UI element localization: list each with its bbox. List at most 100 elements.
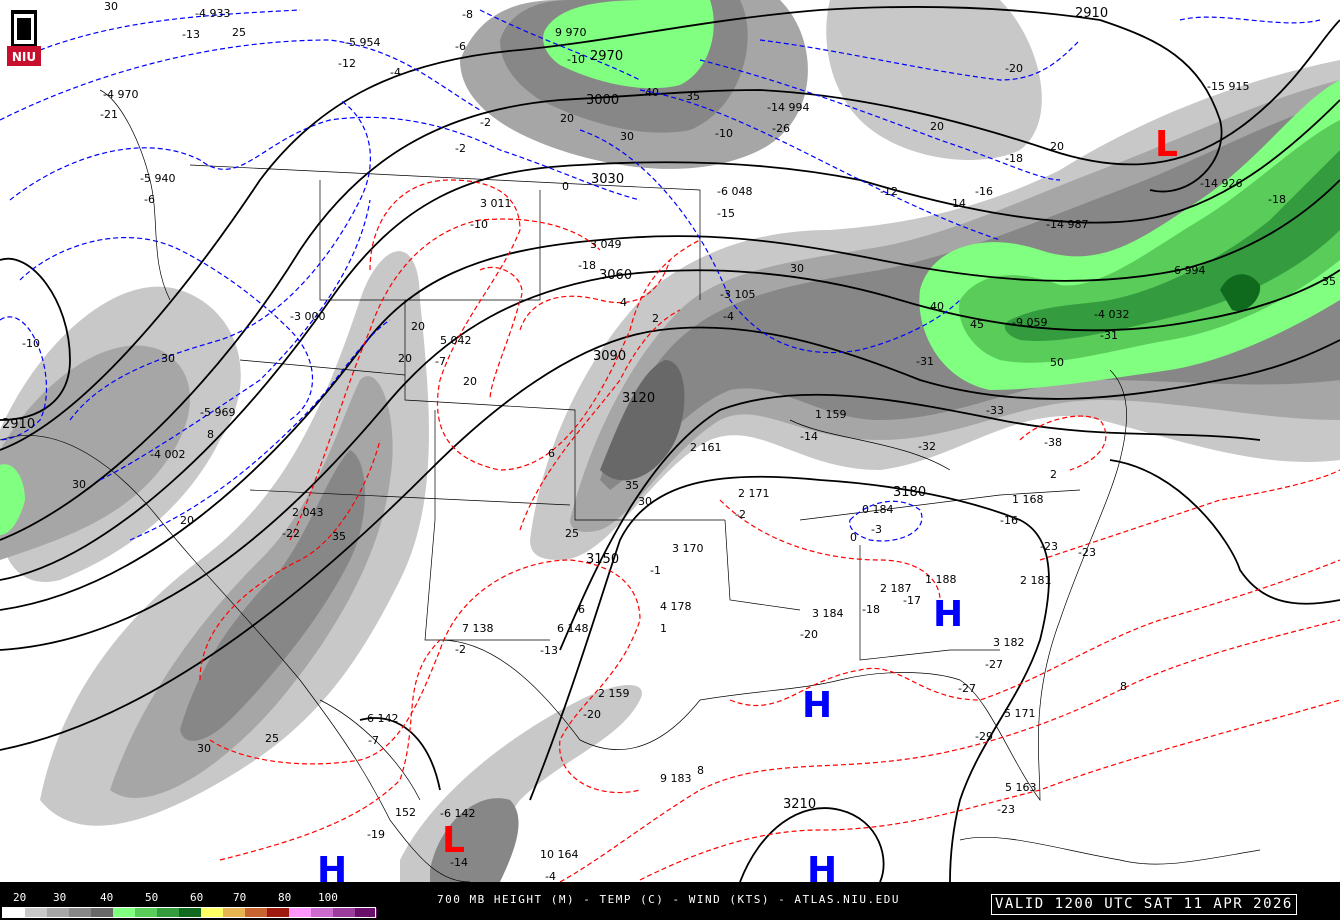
height-contour-label: 3090 bbox=[593, 349, 626, 364]
height-contour-label: 3030 bbox=[591, 172, 624, 187]
height-contours bbox=[0, 6, 1340, 882]
station-value: 1 bbox=[660, 622, 667, 635]
station-value: -10 bbox=[567, 53, 585, 66]
legend-label: 80 bbox=[278, 891, 292, 904]
isotach-label: 30 bbox=[197, 742, 211, 755]
height-contour-label: 2970 bbox=[590, 49, 623, 64]
station-value: -1 bbox=[650, 564, 661, 577]
station-value: -20 bbox=[800, 628, 818, 641]
station-value: 9 183 bbox=[660, 772, 692, 785]
station-value: 152 bbox=[395, 806, 416, 819]
high-pressure-marker: H bbox=[807, 850, 837, 882]
legend-swatch bbox=[157, 908, 179, 918]
height-contour-label: 3000 bbox=[586, 93, 619, 108]
isotach-fill-west bbox=[40, 251, 429, 826]
legend-swatch bbox=[25, 908, 47, 918]
isotach-label: 50 bbox=[1050, 356, 1064, 369]
isotach-fill-green-east3 bbox=[1004, 150, 1340, 341]
isotherm-label: -8 bbox=[462, 8, 473, 21]
isotach-label: 20 bbox=[1050, 140, 1064, 153]
station-value: -13 bbox=[182, 28, 200, 41]
geographic-borders bbox=[0, 89, 1261, 882]
isotherm-label: 2 bbox=[1050, 468, 1057, 481]
legend-swatch bbox=[201, 908, 223, 918]
isotach-fill-west2 bbox=[110, 376, 393, 798]
height-contour-label: 3210 bbox=[783, 797, 816, 812]
low-pressure-marker: L bbox=[1155, 124, 1178, 165]
station-value: -18 bbox=[862, 603, 880, 616]
isotach-fill-green-east4 bbox=[1220, 274, 1261, 311]
station-value: -6 994 bbox=[1170, 264, 1205, 277]
high-pressure-marker: H bbox=[802, 685, 832, 726]
station-value: 3 049 bbox=[590, 238, 622, 251]
station-value: 7 138 bbox=[462, 622, 494, 635]
legend-swatch bbox=[69, 908, 91, 918]
isotherm-label: -6 bbox=[455, 40, 466, 53]
700mb-map: -4 933-13-5 954-12-4 970-21-5 940-6 3 011… bbox=[0, 0, 1340, 882]
legend-swatch bbox=[355, 908, 377, 918]
height-contour-label: 3120 bbox=[622, 391, 655, 406]
station-value: 5 042 bbox=[440, 334, 472, 347]
station-value: 2 043 bbox=[292, 506, 324, 519]
isotach-label: 20 bbox=[463, 375, 477, 388]
isotach-label: 35 bbox=[1322, 275, 1336, 288]
station-value: 0 184 bbox=[862, 503, 894, 516]
isotherm-label: -4 bbox=[390, 66, 401, 79]
isotach-fill-central4 bbox=[600, 360, 685, 481]
station-value: -6 142 bbox=[440, 807, 475, 820]
isotherm-label: 4 bbox=[620, 296, 627, 309]
station-value: -22 bbox=[282, 527, 300, 540]
station-value: 1 168 bbox=[1012, 493, 1044, 506]
station-value: -26 bbox=[772, 122, 790, 135]
station-plots: -4 933-13-5 954-12-4 970-21-5 940-6 3 011… bbox=[100, 7, 1286, 882]
station-value: -16 bbox=[1000, 514, 1018, 527]
station-value: -4 bbox=[723, 310, 734, 323]
station-value: -2 bbox=[735, 508, 746, 521]
station-value: -14 bbox=[450, 856, 468, 869]
isotach-label: 30 bbox=[620, 130, 634, 143]
isotach-fill-west3 bbox=[180, 450, 365, 741]
legend-swatch bbox=[311, 908, 333, 918]
station-value: -4 bbox=[545, 870, 556, 882]
isotherm-label: -18 bbox=[1005, 152, 1023, 165]
station-value: -14 bbox=[800, 430, 818, 443]
station-value: 4 178 bbox=[660, 600, 692, 613]
station-value: -15 915 bbox=[1207, 80, 1249, 93]
station-value: -23 bbox=[997, 803, 1015, 816]
height-contour-label: 3060 bbox=[599, 268, 632, 283]
isotherm-label: -12 bbox=[880, 185, 898, 198]
station-value: -7 bbox=[435, 355, 446, 368]
station-value: 2 161 bbox=[690, 441, 722, 454]
height-contour-label: 2910 bbox=[2, 417, 35, 432]
isotach-label: 30 bbox=[790, 262, 804, 275]
station-value: 1 188 bbox=[925, 573, 957, 586]
station-value: -3 bbox=[871, 523, 882, 536]
legend-label: 50 bbox=[145, 891, 159, 904]
legend-swatch bbox=[3, 908, 25, 918]
isotach-label: 20 bbox=[411, 320, 425, 333]
station-value: -21 bbox=[100, 108, 118, 121]
station-value: -14 994 bbox=[767, 101, 809, 114]
isotach-fill-nw2 bbox=[0, 345, 190, 560]
isotach-label: 20 bbox=[930, 120, 944, 133]
station-value: 6 148 bbox=[557, 622, 589, 635]
isotach-label: 30 bbox=[638, 495, 652, 508]
station-value: -29 bbox=[975, 730, 993, 743]
station-value: 8 bbox=[207, 428, 214, 441]
isotach-fill-ne-light bbox=[826, 0, 1042, 160]
station-value: -2 bbox=[455, 643, 466, 656]
isotherm-label: 0 bbox=[850, 531, 857, 544]
station-value: -32 bbox=[918, 440, 936, 453]
station-value: -27 bbox=[985, 658, 1003, 671]
station-value: -13 bbox=[540, 644, 558, 657]
station-value: -18 bbox=[578, 259, 596, 272]
station-value: 1 159 bbox=[815, 408, 847, 421]
isotherm-label: -20 bbox=[1005, 62, 1023, 75]
station-value: -17 bbox=[903, 594, 921, 607]
station-value: -14 926 bbox=[1200, 177, 1242, 190]
isotach-label: 25 bbox=[265, 732, 279, 745]
station-value: -20 bbox=[583, 708, 601, 721]
legend-swatch bbox=[91, 908, 113, 918]
legend-swatch bbox=[135, 908, 157, 918]
